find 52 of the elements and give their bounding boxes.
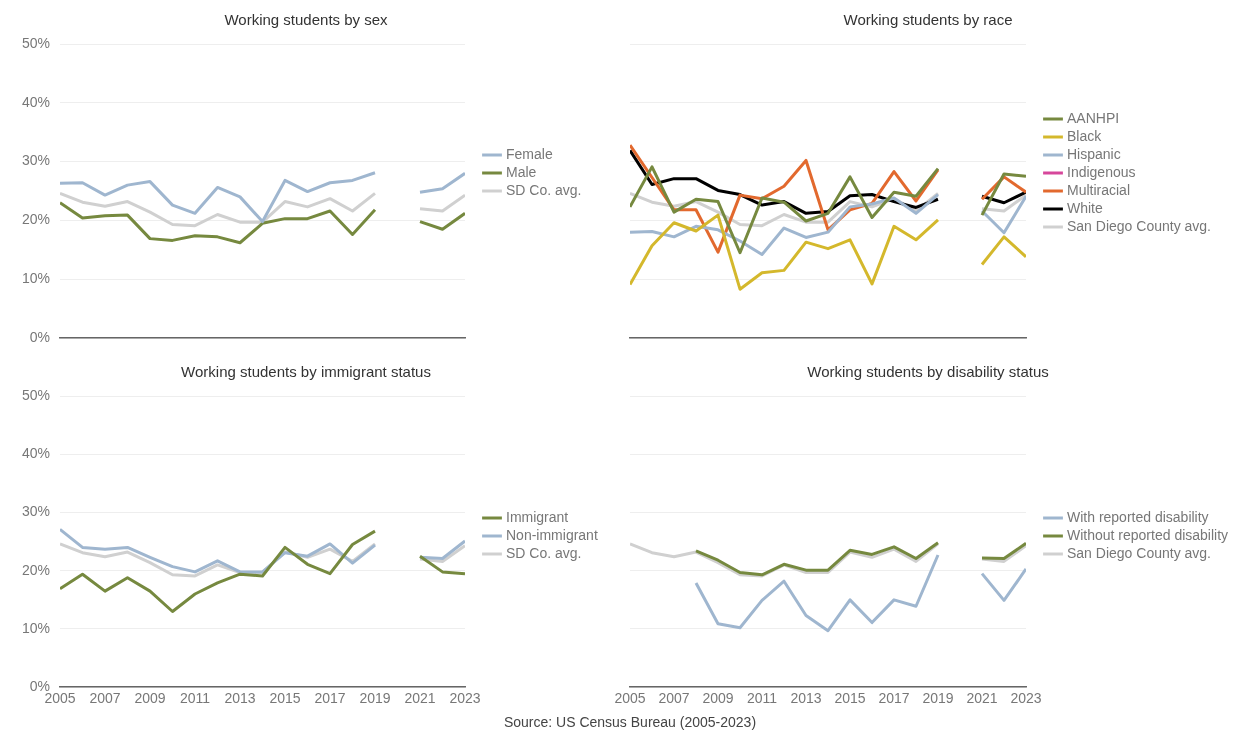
x-tick-label: 2021	[404, 690, 436, 707]
chart-title: Working students by disability status	[807, 363, 1049, 381]
legend-label: Indigenous	[1067, 163, 1136, 180]
x-tick-label: 2005	[614, 690, 646, 707]
y-tick-label: 30%	[21, 503, 50, 520]
chart-title: Working students by immigrant status	[181, 363, 431, 381]
legend-label: Non-immigrant	[506, 526, 598, 543]
x-tick-label: 2011	[746, 690, 778, 707]
legend-label: Black	[1067, 127, 1103, 144]
x-tick-label: 2009	[702, 690, 734, 707]
legend-label: Without reported disability	[1067, 526, 1229, 543]
y-tick-label: 40%	[21, 445, 50, 462]
x-tick-label: 2017	[878, 690, 910, 707]
legend-label: San Diego County avg.	[1067, 544, 1211, 561]
x-tick-label: 2013	[224, 690, 256, 707]
legend-label: San Diego County avg.	[1067, 217, 1211, 234]
source-note: Source: US Census Bureau (2005-2023)	[502, 714, 758, 730]
legend-label: White	[1067, 199, 1103, 216]
x-tick-label: 2021	[966, 690, 998, 707]
y-tick-label: 40%	[21, 93, 50, 110]
x-tick-label: 2017	[314, 690, 346, 707]
x-tick-label: 2019	[359, 690, 391, 707]
y-tick-label: 10%	[21, 619, 50, 636]
legend-label: Female	[506, 145, 553, 162]
x-tick-label: 2007	[89, 690, 121, 707]
legend-label: SD Co. avg.	[506, 181, 582, 198]
y-tick-label: 20%	[21, 211, 50, 228]
chart-title: Working students by sex	[224, 11, 389, 29]
y-tick-label: 50%	[21, 386, 50, 403]
chart-title: Working students by race	[843, 11, 1013, 29]
x-tick-label: 2019	[922, 690, 954, 707]
x-tick-label: 2013	[790, 690, 822, 707]
legend-label: AANHPI	[1067, 109, 1120, 126]
x-tick-label: 2011	[179, 690, 211, 707]
legend-label: With reported disability	[1067, 508, 1209, 525]
x-tick-label: 2015	[834, 690, 866, 707]
y-tick-label: 50%	[21, 34, 50, 51]
x-tick-label: 2007	[658, 690, 690, 707]
legend-label: Male	[506, 163, 537, 180]
x-tick-label: 2005	[44, 690, 76, 707]
y-tick-label: 0%	[29, 328, 50, 345]
y-tick-label: 20%	[21, 561, 50, 578]
x-tick-label: 2009	[134, 690, 166, 707]
y-tick-label: 30%	[21, 152, 50, 169]
x-tick-label: 2023	[1010, 690, 1042, 707]
legend-label: Multiracial	[1067, 181, 1131, 198]
x-tick-label: 2015	[269, 690, 301, 707]
legend-label: Immigrant	[506, 508, 569, 525]
x-tick-label: 2023	[449, 690, 481, 707]
y-tick-label: 10%	[21, 270, 50, 287]
legend-label: Hispanic	[1067, 145, 1121, 162]
legend-label: SD Co. avg.	[506, 544, 582, 561]
